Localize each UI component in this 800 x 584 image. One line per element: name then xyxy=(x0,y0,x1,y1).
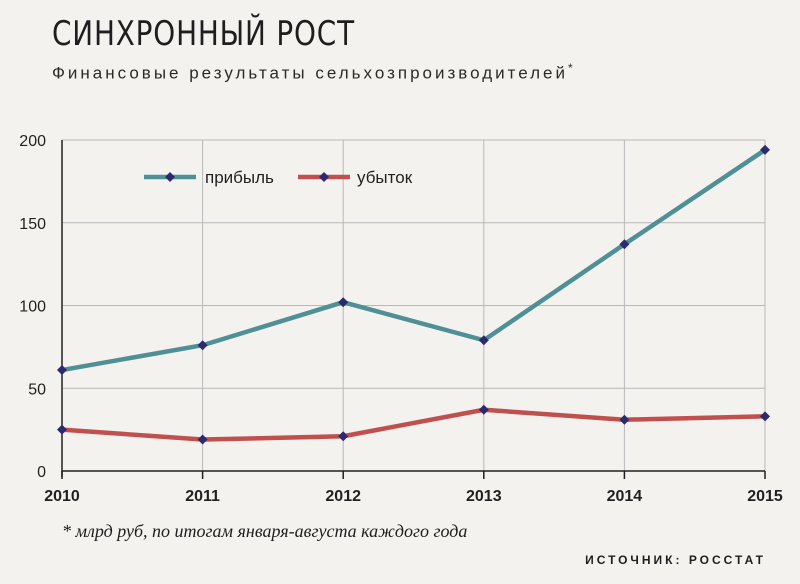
x-tick-label: 2014 xyxy=(607,488,643,505)
legend-marker xyxy=(319,172,329,182)
subtitle-footnote-mark: * xyxy=(567,61,573,75)
data-point xyxy=(760,144,770,155)
legend-label: прибыль xyxy=(205,168,274,187)
chart-subtitle: Финансовые результаты сельхозпроизводите… xyxy=(52,61,573,84)
y-tick-label: 0 xyxy=(37,464,46,481)
data-point xyxy=(478,404,489,415)
y-tick-label: 150 xyxy=(19,216,46,233)
data-point xyxy=(619,414,630,425)
y-tick-label: 100 xyxy=(19,299,46,316)
x-tick-label: 2015 xyxy=(747,488,783,505)
x-tick-label: 2010 xyxy=(44,488,80,505)
data-point xyxy=(478,335,489,346)
data-point xyxy=(619,239,630,250)
data-point xyxy=(197,434,208,445)
data-point xyxy=(57,424,67,435)
chart-title: СИНХРОННЫЙ РОСТ xyxy=(52,14,355,54)
x-tick-label: 2012 xyxy=(325,488,361,505)
subtitle-text: Финансовые результаты сельхозпроизводите… xyxy=(52,63,568,83)
legend-marker xyxy=(165,172,175,182)
data-point xyxy=(57,365,67,376)
data-point xyxy=(338,297,349,308)
series-line-1 xyxy=(59,147,768,373)
data-point xyxy=(760,411,770,422)
series-line-2 xyxy=(59,407,768,442)
footnote: * млрд руб, по итогам января-августа каж… xyxy=(62,521,468,541)
y-tick-label: 200 xyxy=(19,133,46,150)
data-point xyxy=(338,431,349,442)
legend-label: убыток xyxy=(357,168,413,187)
data-point xyxy=(197,340,208,351)
x-tick-label: 2013 xyxy=(466,488,502,505)
x-tick-label: 2011 xyxy=(185,488,220,505)
y-tick-label: 50 xyxy=(28,381,46,398)
source-credit: ИСТОЧНИК: РОССТАТ xyxy=(585,553,766,567)
